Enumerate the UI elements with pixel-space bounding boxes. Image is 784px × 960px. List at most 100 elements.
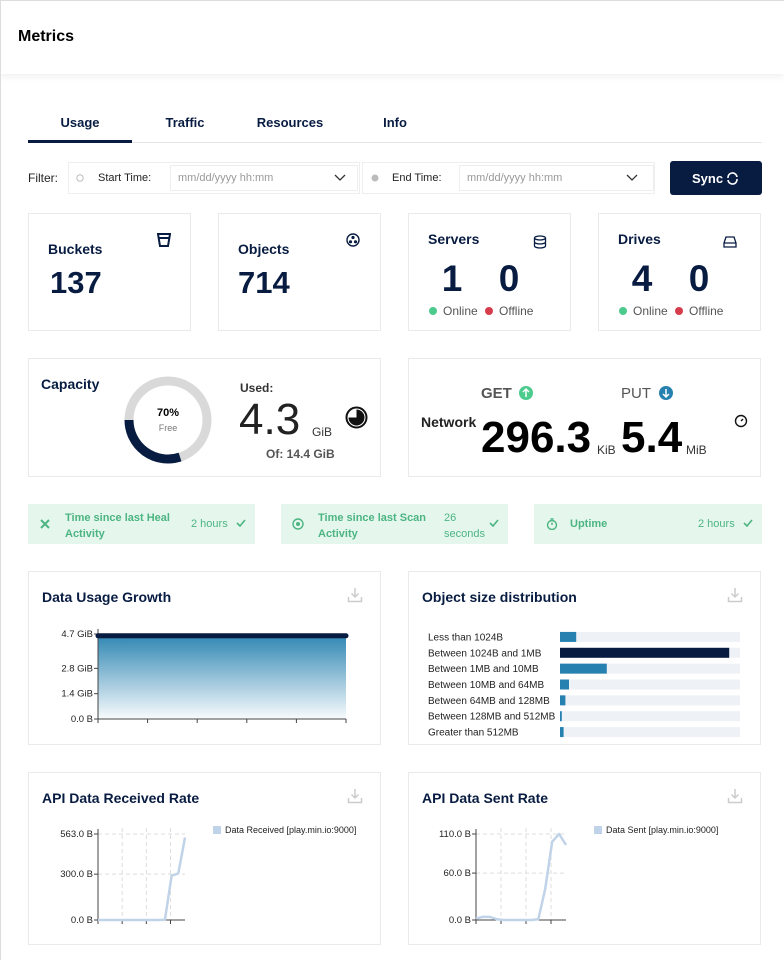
bar-track (560, 711, 740, 722)
servers-icon (533, 235, 547, 249)
bar (560, 711, 562, 722)
category-label: Between 1MB and 10MB (428, 664, 539, 675)
series-line (475, 832, 568, 922)
get-value: 296.3 (481, 413, 592, 462)
pie-icon (345, 406, 368, 429)
check-icon (743, 519, 753, 527)
servers-label: Servers (428, 231, 480, 247)
chevron (626, 174, 638, 181)
page-title: Metrics (18, 28, 75, 45)
clock-icon (76, 174, 84, 182)
y-tick-label: 0.0 B (71, 915, 93, 926)
drives-icon (723, 236, 737, 248)
drives-online-value: 4 (631, 258, 653, 299)
bar-track (560, 679, 740, 690)
category-label: Between 128MB and 512MB (428, 712, 556, 723)
download-button[interactable] (727, 587, 743, 603)
uptime-label: Uptime (570, 518, 608, 530)
chart-card (28, 772, 381, 945)
chart-card (408, 772, 761, 945)
category-label: Greater than 512MB (428, 728, 519, 739)
servers-online-value: 1 (441, 258, 463, 299)
area-fill (98, 635, 346, 719)
tab[interactable]: Usage (60, 115, 100, 130)
category-label: Between 1024B and 1MB (428, 648, 542, 659)
objects-value: 714 (238, 265, 290, 300)
download-button[interactable] (347, 788, 363, 804)
used-value: 4.3 (239, 395, 301, 444)
offline-dot (485, 307, 493, 315)
objects-card (218, 213, 381, 331)
put-label: PUT (621, 385, 651, 402)
capacity-total: Of: 14.4 GiB (266, 447, 335, 461)
chart-title: API Data Sent Rate (422, 790, 549, 806)
scan-icon (292, 518, 304, 530)
bar (560, 695, 566, 706)
servers-offline-value: 0 (498, 258, 520, 299)
download-button[interactable] (347, 587, 363, 603)
legend-label: Data Received [play.min.io:9000] (225, 825, 356, 835)
chart-title: API Data Received Rate (42, 790, 200, 806)
chart-title: Data Usage Growth (42, 589, 172, 605)
uptime-status (534, 504, 762, 544)
y-tick-label: 110.0 B (439, 829, 471, 840)
bucket-icon (157, 233, 171, 247)
y-tick-label: 60.0 B (444, 868, 471, 879)
start-time-label: Start Time: (98, 172, 152, 184)
y-tick-label: 0.0 B (71, 714, 93, 725)
free-percent: 70% (156, 407, 180, 419)
used-label: Used: (240, 381, 274, 395)
start-time-input[interactable] (170, 165, 358, 191)
put-unit: MiB (686, 443, 707, 457)
uptime-value: 2 hours (698, 518, 735, 530)
buckets-label: Buckets (48, 241, 103, 257)
heal-icon (40, 519, 50, 529)
heal-status (28, 504, 255, 544)
drives-label: Drives (618, 231, 661, 247)
network-label: Network (421, 414, 477, 430)
tab[interactable]: Traffic (165, 115, 205, 130)
sync-button[interactable] (670, 161, 762, 195)
end-time-label: End Time: (392, 172, 442, 184)
online-label: Online (443, 304, 478, 318)
tab[interactable]: Info (383, 115, 407, 130)
network-card (408, 358, 761, 477)
sync-label: Sync (692, 171, 724, 186)
online-dot (619, 307, 627, 315)
get-unit: KiB (597, 443, 616, 457)
download-button[interactable] (727, 788, 743, 804)
end-time-input[interactable] (459, 165, 654, 191)
start-time-placeholder: mm/dd/yyyy hh:mm (178, 172, 274, 184)
tab[interactable]: Resources (256, 115, 324, 130)
y-tick-label: 563.0 B (60, 829, 93, 840)
drives-offline-value: 0 (688, 258, 710, 299)
end-time-placeholder: mm/dd/yyyy hh:mm (467, 172, 563, 184)
bar (560, 631, 577, 642)
uptime-icon (546, 518, 558, 530)
offline-label: Offline (689, 304, 724, 318)
end-time-box (362, 162, 655, 194)
bar-track (560, 727, 740, 738)
bar-track (560, 695, 740, 706)
bar (560, 727, 564, 738)
scan-label: Time since last Scan Activity (318, 512, 427, 540)
legend-swatch (213, 826, 221, 834)
heal-label: Time since last Heal Activity (65, 512, 170, 540)
offline-dot (675, 307, 683, 315)
legend-swatch (594, 826, 602, 834)
get-icon (519, 386, 533, 400)
scan-status (281, 504, 508, 544)
page-border (0, 73, 1, 960)
sync-icon (727, 172, 738, 185)
legend-label: Data Sent [play.min.io:9000] (606, 825, 718, 835)
put-value: 5.4 (621, 413, 683, 462)
header (0, 0, 784, 74)
filter-label: Filter: (28, 171, 58, 185)
online-label: Online (633, 304, 668, 318)
tab-indicator (28, 140, 132, 143)
bar (560, 647, 730, 658)
scan-value: 26 seconds (444, 512, 485, 540)
free-label: Free (158, 423, 178, 433)
